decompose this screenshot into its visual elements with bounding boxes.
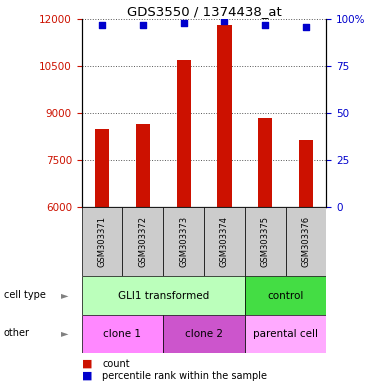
Text: GSM303374: GSM303374 — [220, 217, 229, 267]
Title: GDS3550 / 1374438_at: GDS3550 / 1374438_at — [127, 5, 282, 18]
Text: ►: ► — [61, 290, 69, 300]
Text: ■: ■ — [82, 371, 92, 381]
Bar — [177, 60, 191, 207]
Bar — [95, 129, 109, 207]
Bar — [163, 207, 204, 276]
Text: count: count — [102, 359, 129, 369]
Point — [221, 18, 227, 24]
Text: GSM303375: GSM303375 — [261, 217, 270, 267]
Point — [262, 22, 268, 28]
Text: GLI1 transformed: GLI1 transformed — [118, 291, 209, 301]
Bar — [217, 25, 232, 207]
Bar — [82, 315, 163, 353]
Bar — [136, 124, 150, 207]
Bar — [245, 315, 326, 353]
Text: parental cell: parental cell — [253, 329, 318, 339]
Bar — [286, 207, 326, 276]
Text: cell type: cell type — [4, 290, 46, 300]
Bar — [299, 140, 313, 207]
Text: GSM303371: GSM303371 — [98, 217, 106, 267]
Point — [181, 20, 187, 26]
Text: GSM303372: GSM303372 — [138, 217, 147, 267]
Bar — [82, 207, 122, 276]
Text: ►: ► — [61, 328, 69, 338]
Bar — [245, 207, 286, 276]
Text: GSM303373: GSM303373 — [179, 216, 188, 268]
Text: clone 1: clone 1 — [104, 329, 141, 339]
Text: control: control — [267, 291, 304, 301]
Bar — [122, 207, 163, 276]
Text: percentile rank within the sample: percentile rank within the sample — [102, 371, 267, 381]
Bar — [82, 276, 245, 315]
Text: GSM303376: GSM303376 — [302, 216, 311, 268]
Point — [140, 22, 146, 28]
Text: other: other — [4, 328, 30, 338]
Point — [99, 22, 105, 28]
Text: clone 2: clone 2 — [185, 329, 223, 339]
Bar — [258, 118, 272, 207]
Point — [303, 24, 309, 30]
Bar — [245, 276, 326, 315]
Bar — [204, 207, 245, 276]
Bar — [163, 315, 245, 353]
Text: ■: ■ — [82, 359, 92, 369]
